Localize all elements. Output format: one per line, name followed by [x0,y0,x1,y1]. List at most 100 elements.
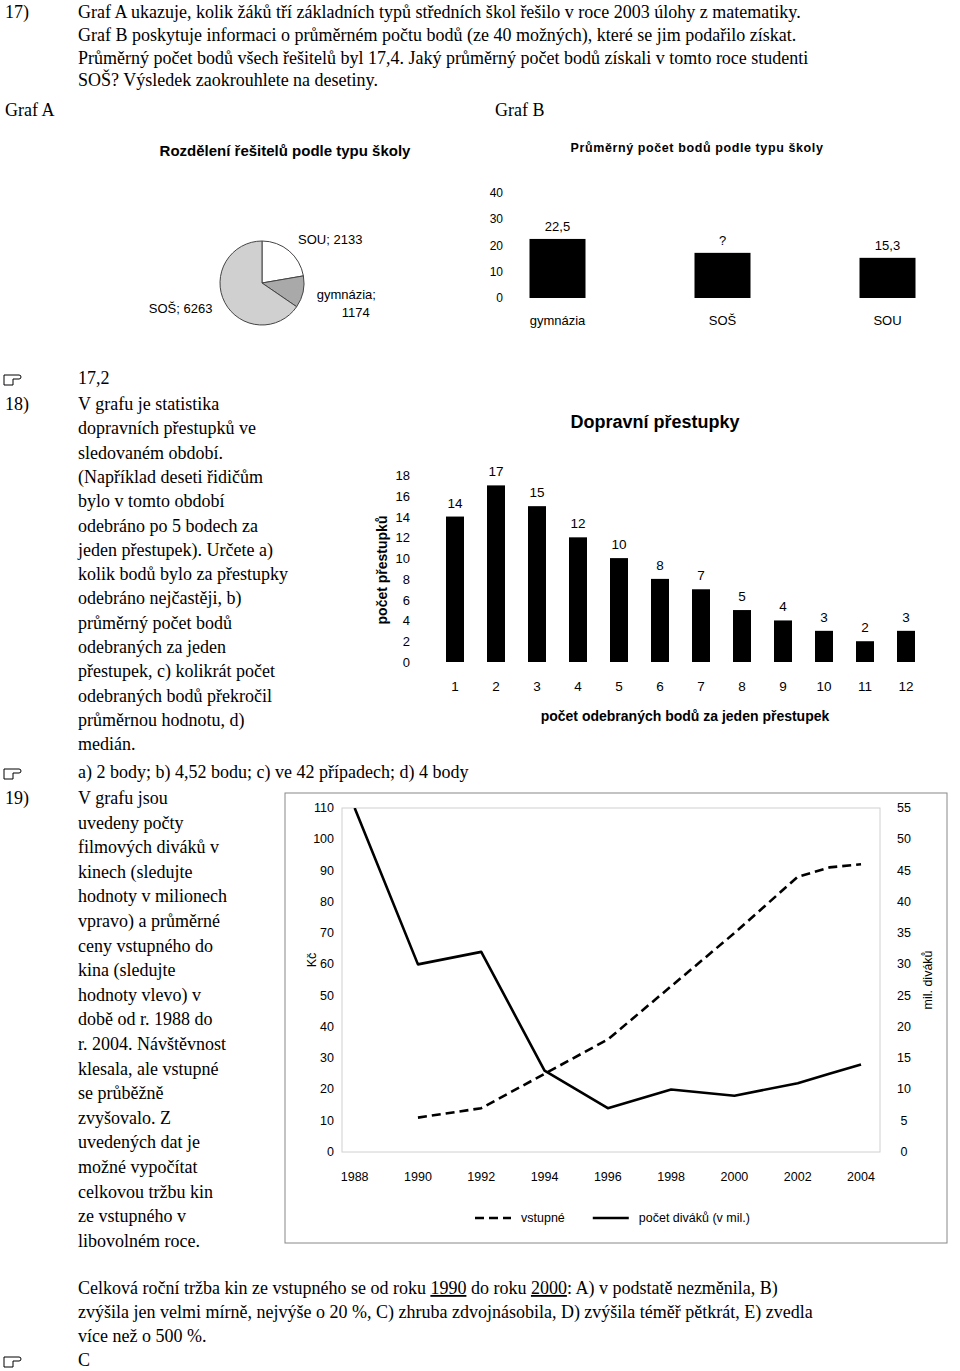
graph-label: Graf B [495,100,544,120]
y2-tick-label: 30 [897,957,911,971]
data-label: 17 [488,464,503,479]
question-segment: zvýšila jen velmi mírně, nejvýše o 20 %,… [78,1302,813,1323]
data-label: 2 [861,620,869,635]
problem-text: kolik bodů bylo za přestupky [78,564,288,584]
y2-tick-label: 25 [897,989,911,1003]
bar [897,631,915,662]
question-segment: : A) v podstatě nezměnila, B) [567,1278,778,1299]
problem-text: možné vypočítat [78,1157,197,1177]
problem-text: odebraných bodů překročil [78,686,272,706]
y-tick-label: 0 [403,655,410,670]
y2-tick-label: 15 [897,1051,911,1065]
y-tick-label: 50 [320,989,334,1003]
problem-text: libovolném roce. [78,1231,200,1251]
x-tick-label: 3 [533,679,541,694]
x-tick-label: 1990 [404,1170,432,1184]
y-tick-label: 20 [320,1082,334,1096]
problem-text: odebráno po 5 bodech za [78,516,258,536]
question-line: více než o 500 %. [78,1326,206,1346]
problem-text: jeden přestupek). Určete a) [77,540,273,561]
data-label: 10 [611,537,626,552]
problem-text: filmových diváků v [78,837,219,857]
problem-text: průměrnou hodnotu, d) [78,710,244,731]
x-tick-label: 7 [697,679,705,694]
problem-text: se průběžně [78,1083,163,1103]
pointer-icon [4,1357,21,1367]
problem-text: kinech (sledujte [78,862,192,883]
slice-separator: ; [326,232,333,247]
y2-tick-label: 55 [897,801,911,815]
pie-slice [220,241,297,325]
series-line [355,808,861,1108]
x-tick-label: 1 [451,679,459,694]
bar [610,558,628,662]
problem-number: 19) [5,788,29,809]
question-line: zvýšila jen velmi mírně, nejvýše o 20 %,… [78,1302,813,1323]
question-line: Celková roční tržba kin ze vstupného se … [78,1278,778,1299]
question-segment: více než o 500 %. [78,1326,206,1346]
y2-tick-label: 20 [897,1020,911,1034]
data-label: 15 [529,485,544,500]
answer: 17,2 [78,368,110,388]
bar [651,579,669,662]
lines [355,808,861,1118]
pointer-icon [4,375,21,385]
y-tick-label: 10 [396,551,410,566]
x-tick-label: 2004 [847,1170,875,1184]
x-tick-label: 4 [574,679,582,694]
bar [528,506,546,662]
y-tick-label: 12 [396,530,410,545]
y2-tick-label: 5 [901,1114,908,1128]
problem-text: V grafu jsou [78,788,168,808]
data-label: 8 [656,558,664,573]
problem-text: bylo v tomto období [78,491,225,511]
data-label: 22,5 [545,219,570,234]
y-tick-label: 16 [396,489,410,504]
y-tick-label: 40 [490,186,504,200]
y2-tick-label: 0 [901,1145,908,1159]
y-tick-label: 100 [313,832,334,846]
chart-title: Dopravní přestupky [570,412,739,432]
problem-text: průměrný počet bodů [78,613,232,633]
y-tick-label: 4 [403,613,410,628]
legend-label: počet diváků (v mil.) [639,1211,750,1225]
problem-text: sledovaném období. [78,443,223,463]
question-segment: 2000 [531,1278,567,1298]
y-tick-label: 90 [320,864,334,878]
question-segment: do roku [466,1278,531,1298]
y-tick-label: 14 [396,510,410,525]
slice-category: SOŠ [149,301,177,316]
y2-tick-label: 10 [897,1082,911,1096]
x-tick-label: 2 [492,679,500,694]
question-segment: 1990 [430,1278,466,1298]
problem-text: kina (sledujte [78,960,175,981]
y-tick-label: 0 [496,291,503,305]
y-tick-label: 8 [403,572,410,587]
problem-text: klesala, ale vstupné [78,1059,218,1079]
y2-tick-label: 40 [897,895,911,909]
x-tick-label: 1988 [341,1170,369,1184]
x-tick-label: 11 [858,679,872,694]
data-label: 15,3 [875,238,900,253]
slice-separator: ; [372,287,376,302]
y-tick-label: 30 [490,212,504,226]
graph-label: Graf A [5,100,54,120]
y-tick-label: 80 [320,895,334,909]
slice-value: 1174 [342,305,370,320]
problem-text: hodnoty vlevo) v [78,985,201,1006]
problem-text: Graf A ukazuje, kolik žáků tří základníc… [78,2,801,22]
problem-text: přestupek, c) kolikrát počet [78,661,275,682]
slice-separator: ; [176,301,183,316]
x-tick-label: SOŠ [709,313,737,328]
plot-frame [342,808,880,1152]
problem-text: době od r. 1988 do [78,1009,213,1029]
problem-text: SOŠ? Výsledek zaokrouhlete na desetiny. [78,69,378,90]
y-axis-title: počet přestupků [374,516,390,625]
problem-text: vpravo) a průměrné [78,911,220,932]
legend-swatch [593,1217,629,1220]
bar [774,620,792,662]
problem-text: celkovou tržbu kin [78,1182,213,1202]
data-label: 5 [738,589,746,604]
x-axis-title: počet odebraných bodů za jeden přestupek [541,708,830,724]
problem-text: Graf B poskytuje informaci o průměrném p… [78,25,796,46]
